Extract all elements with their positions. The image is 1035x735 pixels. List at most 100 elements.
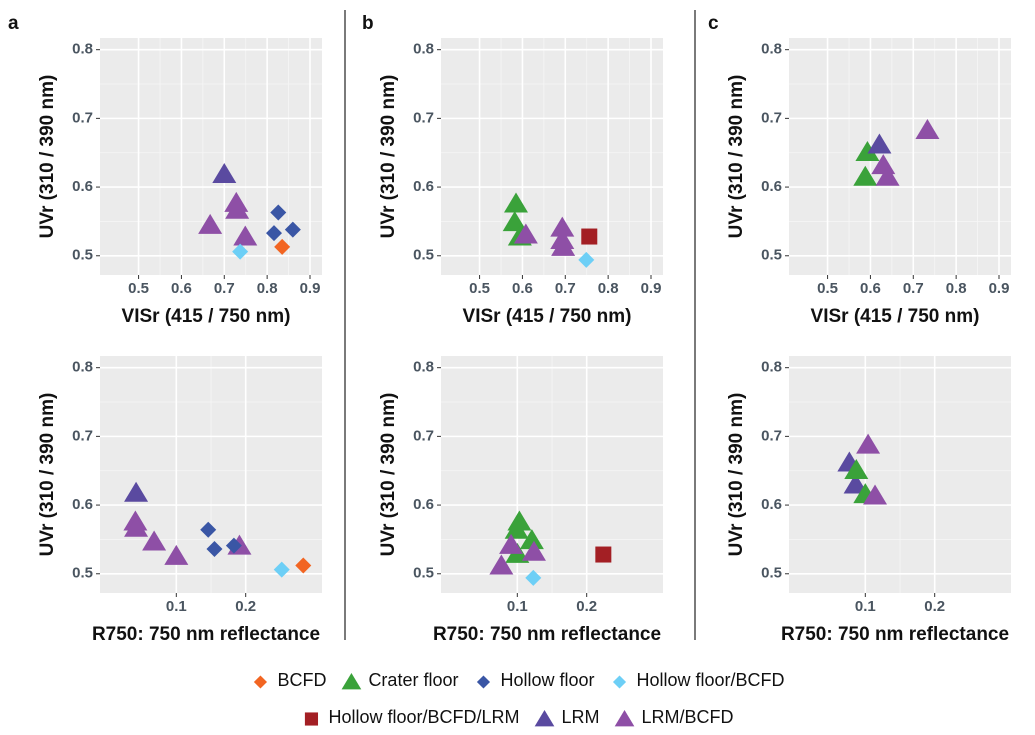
panel-label: b <box>362 13 374 34</box>
x-tick-label: 0.6 <box>512 280 533 297</box>
legend-label: LRM <box>562 707 600 727</box>
data-point <box>915 119 940 140</box>
data-point <box>853 165 878 186</box>
y-tick-label: 0.8 <box>761 41 782 58</box>
y-tick-label: 0.6 <box>413 496 434 513</box>
legend-marker <box>341 672 362 690</box>
data-point <box>225 537 242 554</box>
data-point <box>521 540 546 561</box>
data-point <box>124 481 149 502</box>
x-tick-label: 0.8 <box>598 280 619 297</box>
y-tick-label: 0.7 <box>72 109 93 126</box>
data-point <box>863 484 888 505</box>
data-point <box>843 473 868 494</box>
data-point <box>502 211 527 232</box>
y-tick-label: 0.6 <box>761 178 782 195</box>
data-point <box>581 228 598 245</box>
y-tick-label: 0.5 <box>72 565 93 582</box>
x-axis-title: R750: 750 nm reflectance <box>433 624 661 645</box>
x-tick-label: 0.8 <box>946 280 967 297</box>
legend-marker <box>476 675 491 689</box>
data-point <box>519 529 544 550</box>
y-axis-title: UVr (310 / 390 nm) <box>37 393 58 557</box>
data-point <box>270 204 287 221</box>
y-tick-label: 0.8 <box>413 359 434 376</box>
y-tick-label: 0.5 <box>413 565 434 582</box>
x-tick-label: 0.6 <box>171 280 192 297</box>
x-tick-label: 0.1 <box>166 598 187 615</box>
x-tick-label: 0.5 <box>128 280 149 297</box>
y-axis-title: UVr (310 / 390 nm) <box>378 75 399 239</box>
x-axis-title: VISr (415 / 750 nm) <box>463 306 632 327</box>
x-tick-label: 0.6 <box>860 280 881 297</box>
y-tick-label: 0.7 <box>413 109 434 126</box>
data-point <box>142 530 167 551</box>
legend-marker <box>534 709 555 727</box>
y-tick-label: 0.8 <box>413 41 434 58</box>
panel-label: c <box>708 13 719 34</box>
x-tick-label: 0.5 <box>469 280 490 297</box>
data-point <box>550 216 575 237</box>
y-tick-label: 0.5 <box>72 247 93 264</box>
x-tick-label: 0.2 <box>235 598 256 615</box>
x-tick-label: 0.2 <box>576 598 597 615</box>
data-point <box>225 198 250 219</box>
data-point <box>284 221 301 238</box>
data-point <box>233 225 258 246</box>
panel-label: a <box>8 13 19 34</box>
data-point <box>489 554 514 575</box>
y-tick-label: 0.6 <box>413 178 434 195</box>
y-tick-label: 0.5 <box>761 565 782 582</box>
x-tick-label: 0.9 <box>300 280 321 297</box>
y-tick-label: 0.8 <box>72 41 93 58</box>
data-point <box>206 541 223 558</box>
x-tick-label: 0.2 <box>924 598 945 615</box>
y-tick-label: 0.5 <box>413 247 434 264</box>
y-tick-label: 0.6 <box>761 496 782 513</box>
data-point <box>212 163 237 184</box>
data-point <box>164 544 189 565</box>
data-point <box>867 133 892 154</box>
x-axis-title: R750: 750 nm reflectance <box>781 624 1009 645</box>
x-tick-label: 0.1 <box>507 598 528 615</box>
plot-background <box>100 38 322 275</box>
x-tick-label: 0.7 <box>555 280 576 297</box>
data-point <box>198 213 223 234</box>
y-tick-label: 0.8 <box>72 359 93 376</box>
y-tick-label: 0.8 <box>761 359 782 376</box>
y-tick-label: 0.7 <box>413 427 434 444</box>
legend-label: Crater floor <box>368 670 458 690</box>
legend-marker <box>304 712 319 726</box>
y-tick-label: 0.6 <box>72 178 93 195</box>
y-axis-title: UVr (310 / 390 nm) <box>726 75 747 239</box>
y-tick-label: 0.7 <box>72 427 93 444</box>
data-point <box>844 459 869 480</box>
x-tick-label: 0.7 <box>214 280 235 297</box>
data-point <box>875 165 900 186</box>
y-tick-label: 0.7 <box>761 109 782 126</box>
data-point <box>504 192 528 213</box>
y-tick-label: 0.6 <box>72 496 93 513</box>
legend-label: BCFD <box>277 670 326 690</box>
data-point <box>274 238 291 255</box>
data-point <box>513 223 538 244</box>
legend-marker <box>253 675 267 689</box>
data-point <box>504 518 529 539</box>
data-point <box>499 533 524 554</box>
data-point <box>232 243 249 260</box>
x-tick-label: 0.8 <box>257 280 278 297</box>
plot-background <box>789 38 1011 275</box>
data-point <box>595 546 612 563</box>
legend-label: Hollow floor <box>500 670 594 690</box>
data-point <box>295 557 312 574</box>
x-tick-label: 0.9 <box>641 280 662 297</box>
x-tick-label: 0.5 <box>817 280 838 297</box>
data-point <box>200 521 217 538</box>
data-point <box>124 516 149 537</box>
data-point <box>273 561 290 578</box>
legend-label: Hollow floor/BCFD/LRM <box>328 707 519 727</box>
x-axis-title: VISr (415 / 750 nm) <box>122 306 291 327</box>
y-tick-label: 0.7 <box>761 427 782 444</box>
data-point <box>578 251 595 268</box>
